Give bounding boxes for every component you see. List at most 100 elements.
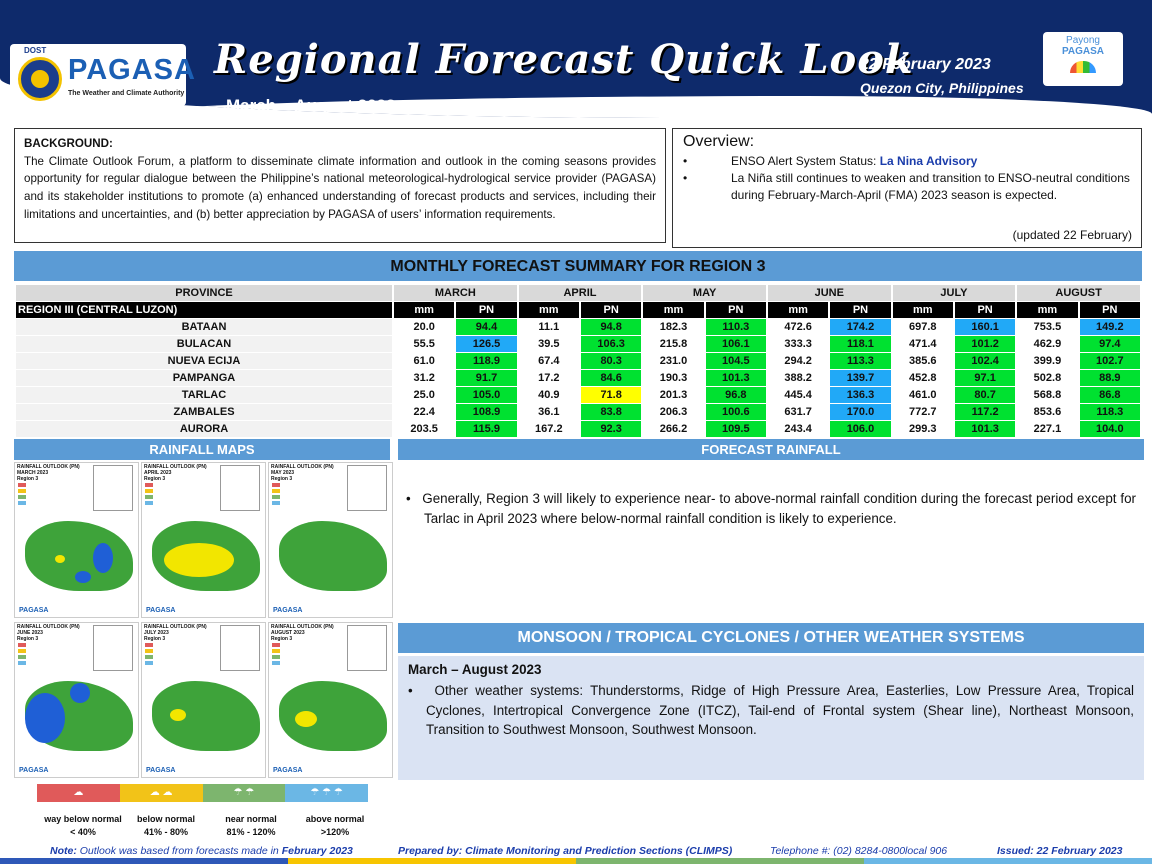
map-title-line: APRIL 2023 xyxy=(144,470,172,476)
rainfall-map-thumbnail: RAINFALL OUTLOOK (PN) MARCH 2023 Region 3 P… xyxy=(14,462,139,618)
page-title: Regional Forecast Quick Look xyxy=(214,36,914,83)
issue-date: 22 February 2023 xyxy=(860,56,991,73)
footer-note-label: Note: xyxy=(50,845,77,857)
mm-cell: 502.8 xyxy=(1017,370,1078,386)
legend-swatch xyxy=(18,495,26,499)
legend-above-normal: above normal >120% xyxy=(285,813,385,839)
pn-cell: 118.3 xyxy=(1079,404,1140,420)
rainfall-legend-bar: ☁ ☁ ☁ ☂ ☂ ☂ ☂ ☂ xyxy=(37,784,368,802)
forecast-table: PROVINCE MARCH APRIL MAY JUNE JULY AUGUS… xyxy=(14,284,1142,438)
map-pagasa-logo: PAGASA xyxy=(273,607,303,614)
map-legend-swatches xyxy=(18,643,48,667)
map-title-line: RAINFALL OUTLOOK (PN) xyxy=(17,464,80,470)
pn-cell: 108.9 xyxy=(456,404,517,420)
region-map-shape xyxy=(152,681,260,751)
map-title-line: Region 3 xyxy=(144,636,166,642)
mm-cell: 36.1 xyxy=(518,404,579,420)
footer-prepared-text: Prepared by: Climate Monitoring and Pred… xyxy=(398,845,733,857)
legend-swatch xyxy=(18,489,26,493)
mm-cell: 206.3 xyxy=(643,404,704,420)
map-pagasa-logo: PAGASA xyxy=(146,767,176,774)
below-normal-cloud-icon: ☁ ☁ xyxy=(119,784,203,802)
mm-cell: 215.8 xyxy=(643,336,704,352)
province-cell: NUEVA ECIJA xyxy=(16,353,392,369)
monsoon-body: Other weather systems: Thunderstorms, Ri… xyxy=(426,683,1134,737)
map-title-line: AUGUST 2023 xyxy=(271,630,305,636)
pn-cell: 160.1 xyxy=(954,319,1016,335)
pn-cell: 139.7 xyxy=(830,370,891,386)
forecast-rainfall-text: • Generally, Region 3 will likely to exp… xyxy=(406,491,1136,526)
location-inset-map xyxy=(220,465,260,511)
near-normal-rain-icon: ☂ ☂ xyxy=(202,784,286,802)
mm-cell: 167.2 xyxy=(518,421,579,437)
header-banner xyxy=(0,0,1152,118)
pn-cell: 136.3 xyxy=(830,387,891,403)
location-inset-map xyxy=(347,625,387,671)
overview-item-enso: ENSO Alert System Status: La Nina Adviso… xyxy=(683,153,1131,170)
overview-heading: Overview: xyxy=(683,133,755,150)
pn-cell: 109.5 xyxy=(705,421,766,437)
pn-cell: 149.2 xyxy=(1079,319,1140,335)
rainfall-map-thumbnail: RAINFALL OUTLOOK (PN) MAY 2023 Region 3 PAG… xyxy=(268,462,393,618)
pn-cell: 118.9 xyxy=(456,353,517,369)
legend-swatch xyxy=(272,483,280,487)
footer-note-text: Outlook was based from forecasts made in xyxy=(76,845,282,857)
rainfall-area xyxy=(164,543,234,577)
mm-cell: 399.9 xyxy=(1017,353,1078,369)
mm-cell: 294.2 xyxy=(767,353,829,369)
mm-cell: 20.0 xyxy=(394,319,455,335)
province-cell: PAMPANGA xyxy=(16,370,392,386)
legend-range: < 40% xyxy=(70,827,96,837)
rainfall-area xyxy=(295,711,317,727)
map-legend-swatches xyxy=(145,643,175,667)
rainfall-area xyxy=(55,555,65,563)
province-cell: ZAMBALES xyxy=(16,404,392,420)
forecast-table-body: BATAAN 20.0 94.4 11.1 94.8 182.3 110.3 472.6 174… xyxy=(16,319,1140,437)
rainfall-area xyxy=(70,683,90,703)
unit-header-row: REGION III (CENTRAL LUZON) mm PN mm PN mm P… xyxy=(16,302,1140,318)
mm-cell: 697.8 xyxy=(892,319,953,335)
mm-cell: 299.3 xyxy=(892,421,953,437)
map-legend-swatches xyxy=(145,483,175,507)
legend-range: 41% - 80% xyxy=(143,827,189,837)
pn-cell: 115.9 xyxy=(456,421,517,437)
table-row: ZAMBALES 22.4 108.9 36.1 83.8 206.3 100.6 631.7… xyxy=(16,404,1140,420)
payong-pagasa-logo: Payong PAGASA xyxy=(1043,32,1123,86)
map-title: RAINFALL OUTLOOK (PN) AUGUST 2023 Region 3 xyxy=(271,624,334,642)
location-inset-map xyxy=(220,625,260,671)
pn-cell: 126.5 xyxy=(456,336,517,352)
region-label: REGION III (CENTRAL LUZON) xyxy=(16,302,392,318)
monsoon-title: MONSOON / TROPICAL CYCLONES / OTHER WEAT… xyxy=(398,623,1144,653)
mm-cell: 203.5 xyxy=(394,421,455,437)
pn-cell: 97.1 xyxy=(954,370,1016,386)
map-pagasa-logo: PAGASA xyxy=(146,607,176,614)
pn-cell: 170.0 xyxy=(830,404,891,420)
payong-text: Payong xyxy=(1066,35,1100,46)
legend-swatch xyxy=(145,483,153,487)
legend-range: 81% - 120% xyxy=(226,827,276,837)
month-header: JULY xyxy=(892,285,1016,301)
pn-cell: 174.2 xyxy=(830,319,891,335)
legend-swatch xyxy=(145,655,153,659)
mm-cell: 753.5 xyxy=(1017,319,1078,335)
legend-swatch xyxy=(145,489,153,493)
map-title-line: RAINFALL OUTLOOK (PN) xyxy=(144,464,207,470)
rainfall-maps-title: RAINFALL MAPS xyxy=(14,439,390,460)
pn-cell: 101.3 xyxy=(954,421,1016,437)
map-title-line: Region 3 xyxy=(144,476,166,482)
summary-title: MONTHLY FORECAST SUMMARY FOR REGION 3 xyxy=(14,251,1142,281)
location-inset-map xyxy=(347,465,387,511)
pn-cell: 86.8 xyxy=(1079,387,1140,403)
mm-cell: 22.4 xyxy=(394,404,455,420)
mm-header: mm xyxy=(643,302,704,318)
mm-cell: 631.7 xyxy=(767,404,829,420)
footer: Note: Outlook was based from forecasts m… xyxy=(0,843,1152,864)
footer-telephone: Telephone #: (02) 8284-0800local 906 xyxy=(770,845,948,857)
mm-header: mm xyxy=(518,302,579,318)
legend-swatch xyxy=(18,483,26,487)
map-legend-swatches xyxy=(272,643,302,667)
province-cell: AURORA xyxy=(16,421,392,437)
legend-swatch xyxy=(18,649,26,653)
background-box: BACKGROUND: The Climate Outlook Forum, a… xyxy=(14,128,666,243)
